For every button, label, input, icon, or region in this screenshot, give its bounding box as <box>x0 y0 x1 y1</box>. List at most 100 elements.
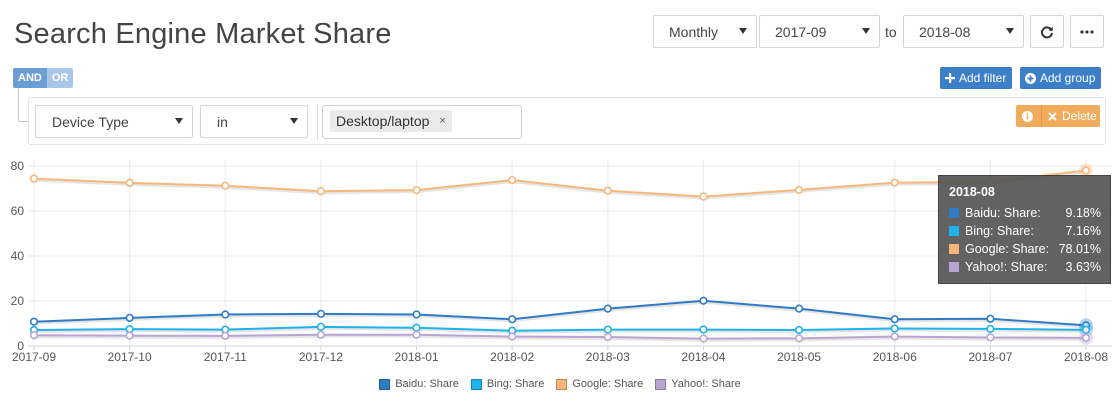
legend-item-google[interactable]: Google: Share <box>556 378 643 390</box>
tooltip-value: 9.18% <box>1065 206 1101 220</box>
plus-circle-icon <box>1025 72 1036 84</box>
to-date-select[interactable]: 2018-08 <box>903 15 1024 48</box>
from-date-select[interactable]: 2017-09 <box>759 15 880 48</box>
legend-item-yahoo[interactable]: Yahoo!: Share <box>655 378 741 390</box>
add-group-label: Add group <box>1040 71 1096 85</box>
chevron-down-icon <box>739 28 747 34</box>
x-tick-label: 2018-08 <box>1064 350 1108 364</box>
data-point <box>1081 325 1091 334</box>
tooltip-value: 78.01% <box>1058 242 1101 256</box>
refresh-button[interactable] <box>1030 15 1064 48</box>
data-point <box>603 332 612 342</box>
x-tick-label: 2018-04 <box>681 350 725 364</box>
legend-swatch <box>556 378 568 390</box>
data-point <box>125 331 134 340</box>
legend-swatch <box>379 378 391 390</box>
data-point <box>412 330 421 339</box>
operator-select-value: in <box>217 113 228 130</box>
x-tick-label: 2018-03 <box>586 350 630 364</box>
tooltip-row: Google: Share: 78.01% <box>949 240 1101 258</box>
x-tick-label: 2018-07 <box>968 350 1012 364</box>
series-shadow <box>33 326 1087 334</box>
series-shadow <box>33 334 1087 342</box>
data-point <box>316 187 326 196</box>
data-point <box>603 186 612 195</box>
operator-select[interactable]: in <box>200 105 308 138</box>
and-button[interactable]: AND <box>13 68 47 88</box>
series-0 <box>29 296 1093 333</box>
from-date-value: 2017-09 <box>775 23 827 40</box>
data-point <box>29 331 39 340</box>
legend-item-bing[interactable]: Bing: Share <box>470 378 544 390</box>
series-line <box>33 169 1087 198</box>
add-filter-label: Add filter <box>959 71 1007 85</box>
delete-separator <box>1041 105 1042 127</box>
add-filter-button[interactable]: Add filter <box>940 67 1013 89</box>
delete-label: Delete <box>1062 109 1097 123</box>
x-tick-label: 2017-11 <box>204 350 247 364</box>
legend-swatch <box>470 378 482 390</box>
series-line <box>33 333 1087 340</box>
period-select[interactable]: Monthly <box>653 15 757 48</box>
series-shadow <box>33 170 1087 200</box>
chevron-down-icon <box>1006 28 1014 34</box>
tooltip-swatch-bing <box>949 226 959 236</box>
data-point <box>412 185 421 195</box>
data-point <box>986 333 995 342</box>
x-tick-label: 2018-05 <box>777 350 821 364</box>
close-icon <box>1048 111 1057 121</box>
value-tag: Desktop/laptop × <box>330 110 452 132</box>
data-point <box>699 296 708 305</box>
data-point <box>316 330 326 339</box>
data-point <box>125 325 134 334</box>
filter-tree-connector <box>18 88 33 122</box>
y-tick-label: 0 <box>17 339 24 353</box>
series-line <box>33 299 1087 327</box>
series-3 <box>29 330 1093 345</box>
plus-icon <box>945 73 955 83</box>
x-tick-label: 2017-09 <box>12 350 56 364</box>
data-point <box>794 334 804 343</box>
data-point <box>412 323 421 332</box>
chevron-down-icon <box>862 28 870 34</box>
add-group-button[interactable]: Add group <box>1020 67 1102 89</box>
field-select[interactable]: Device Type <box>35 105 193 138</box>
data-point <box>221 310 230 319</box>
more-options-button[interactable] <box>1070 15 1104 48</box>
data-point <box>1081 333 1091 342</box>
data-point <box>603 325 612 334</box>
data-point <box>508 332 517 341</box>
legend-label: Google: Share <box>572 378 644 390</box>
delete-rule-button[interactable]: Delete <box>1016 105 1100 127</box>
tooltip-label: Bing: Share: <box>965 224 1034 238</box>
data-point <box>316 322 326 331</box>
series-1 <box>29 322 1093 337</box>
y-tick-label: 60 <box>11 204 25 218</box>
legend-label: Baidu: Share <box>395 378 459 390</box>
data-point <box>29 174 39 183</box>
and-or-toggle: AND OR <box>13 68 74 88</box>
chart-axes: 0 20 40 60 80 2017-09 2017-10 2017-11 2017-12 201… <box>11 159 1109 364</box>
data-point <box>508 315 517 324</box>
data-point <box>125 178 134 187</box>
data-point <box>986 324 995 333</box>
data-point <box>412 310 421 319</box>
legend-item-baidu[interactable]: Baidu: Share <box>379 378 459 390</box>
data-point <box>794 304 804 313</box>
or-button[interactable]: OR <box>46 68 74 88</box>
y-tick-label: 20 <box>11 294 25 308</box>
legend-swatch <box>655 378 667 390</box>
legend-label: Yahoo!: Share <box>671 378 741 390</box>
x-tick-label: 2018-01 <box>395 350 439 364</box>
ellipsis-icon <box>1080 29 1094 34</box>
to-label: to <box>885 24 897 40</box>
chart-series <box>29 163 1093 345</box>
tooltip-swatch-google <box>949 244 959 254</box>
page-title: Search Engine Market Share <box>14 18 392 50</box>
value-divider <box>317 104 318 140</box>
tag-remove-icon[interactable]: × <box>439 115 446 127</box>
tooltip-value: 3.63% <box>1065 260 1101 274</box>
x-tick-label: 2017-12 <box>299 350 343 364</box>
data-point <box>29 317 39 326</box>
y-tick-label: 80 <box>11 159 25 173</box>
